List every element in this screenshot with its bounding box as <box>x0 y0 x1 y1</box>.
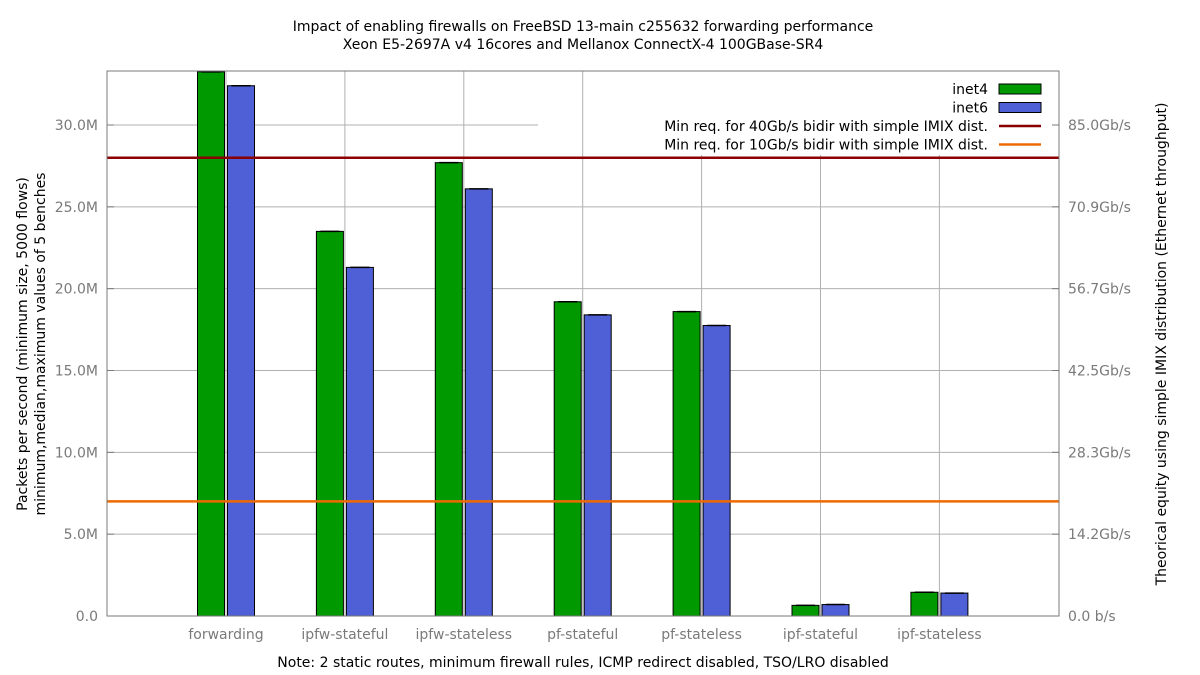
y-tick-label: 25.0M <box>55 200 98 216</box>
y-tick-label: 15.0M <box>55 364 98 380</box>
chart-subtitle: Xeon E5-2697A v4 16cores and Mellanox Co… <box>343 37 824 53</box>
bar-inet4-ipf-stateful <box>791 604 820 617</box>
bar-inet6-forwarding <box>227 85 255 617</box>
y-tick-label: 5.0M <box>64 527 98 543</box>
chart-title: Impact of enabling firewalls on FreeBSD … <box>293 19 874 35</box>
bars <box>197 71 969 617</box>
y-axis-label-line2: minimum,median,maximum values of 5 bench… <box>33 173 49 516</box>
y2-tick-label: 85.0Gb/s <box>1068 118 1131 134</box>
x-axis-label: Note: 2 static routes, minimum firewall … <box>277 655 888 671</box>
y2-tick-label: 14.2Gb/s <box>1068 527 1131 543</box>
legend-label: Min req. for 40Gb/s bidir with simple IM… <box>664 119 988 135</box>
legend-label: inet6 <box>952 101 988 117</box>
legend-swatch <box>998 102 1042 113</box>
y2-axis-ticks: 0.0 b/s 14.2Gb/s 28.3Gb/s 42.5Gb/s 56.7Gb/s 7… <box>1052 118 1131 625</box>
y2-axis-label: Theorical equity using simple IMIX distr… <box>1154 103 1170 587</box>
bar-inet6-ipfw-stateful <box>345 266 374 617</box>
x-axis-ticks: forwarding ipfw-stateful ipfw-stateless pf-… <box>188 627 981 643</box>
y2-tick-label: 56.7Gb/s <box>1068 282 1131 298</box>
x-tick-label: pf-stateful <box>547 627 618 643</box>
y-tick-label: 20.0M <box>55 282 98 298</box>
x-tick-label: forwarding <box>188 627 263 643</box>
reference-lines <box>107 156 1059 503</box>
bar-inet6-pf-stateful <box>583 314 612 617</box>
x-tick-label: pf-stateless <box>661 627 742 643</box>
y2-tick-label: 28.3Gb/s <box>1068 445 1131 461</box>
bar-inet4-pf-stateful <box>553 301 582 617</box>
bar-inet4-pf-stateless <box>672 311 701 617</box>
y2-tick-label: 42.5Gb/s <box>1068 364 1131 380</box>
bar-inet4-ipfw-stateless <box>434 162 463 617</box>
bar-inet4-forwarding <box>197 71 225 617</box>
grid-lines <box>107 71 1059 616</box>
plot-frame <box>106 70 1060 617</box>
y2-tick-label: 70.9Gb/s <box>1068 200 1131 216</box>
x-tick-label: ipf-stateful <box>783 627 858 643</box>
legend-label: inet4 <box>952 82 988 98</box>
bar-inet6-pf-stateless <box>702 324 731 617</box>
legend-label: Min req. for 10Gb/s bidir with simple IM… <box>664 138 988 154</box>
legend: inet4 inet6 Min req. for 40Gb/s bidir with… <box>664 82 1042 154</box>
y-axis-ticks: 0.0 5.0M 10.0M 15.0M 20.0M 25.0M 30.0M <box>55 118 114 625</box>
bar-inet6-ipf-stateless <box>940 592 969 617</box>
bar-inet6-ipfw-stateless <box>464 188 493 617</box>
y-axis-label-line1: Packets per second (minimum size, 5000 f… <box>15 177 31 511</box>
x-tick-label: ipfw-stateless <box>416 627 513 643</box>
y-tick-label: 10.0M <box>55 445 98 461</box>
y-tick-label: 0.0 <box>76 609 98 625</box>
y2-tick-label: 0.0 b/s <box>1068 609 1116 625</box>
bar-inet6-ipf-stateful <box>821 604 850 617</box>
legend-swatch <box>998 83 1042 95</box>
x-tick-label: ipfw-stateful <box>301 627 388 643</box>
bar-inet4-ipf-stateless <box>910 591 939 617</box>
x-tick-label: ipf-stateless <box>897 627 982 643</box>
y-tick-label: 30.0M <box>55 118 98 134</box>
bar-inet4-ipfw-stateful <box>315 230 344 617</box>
